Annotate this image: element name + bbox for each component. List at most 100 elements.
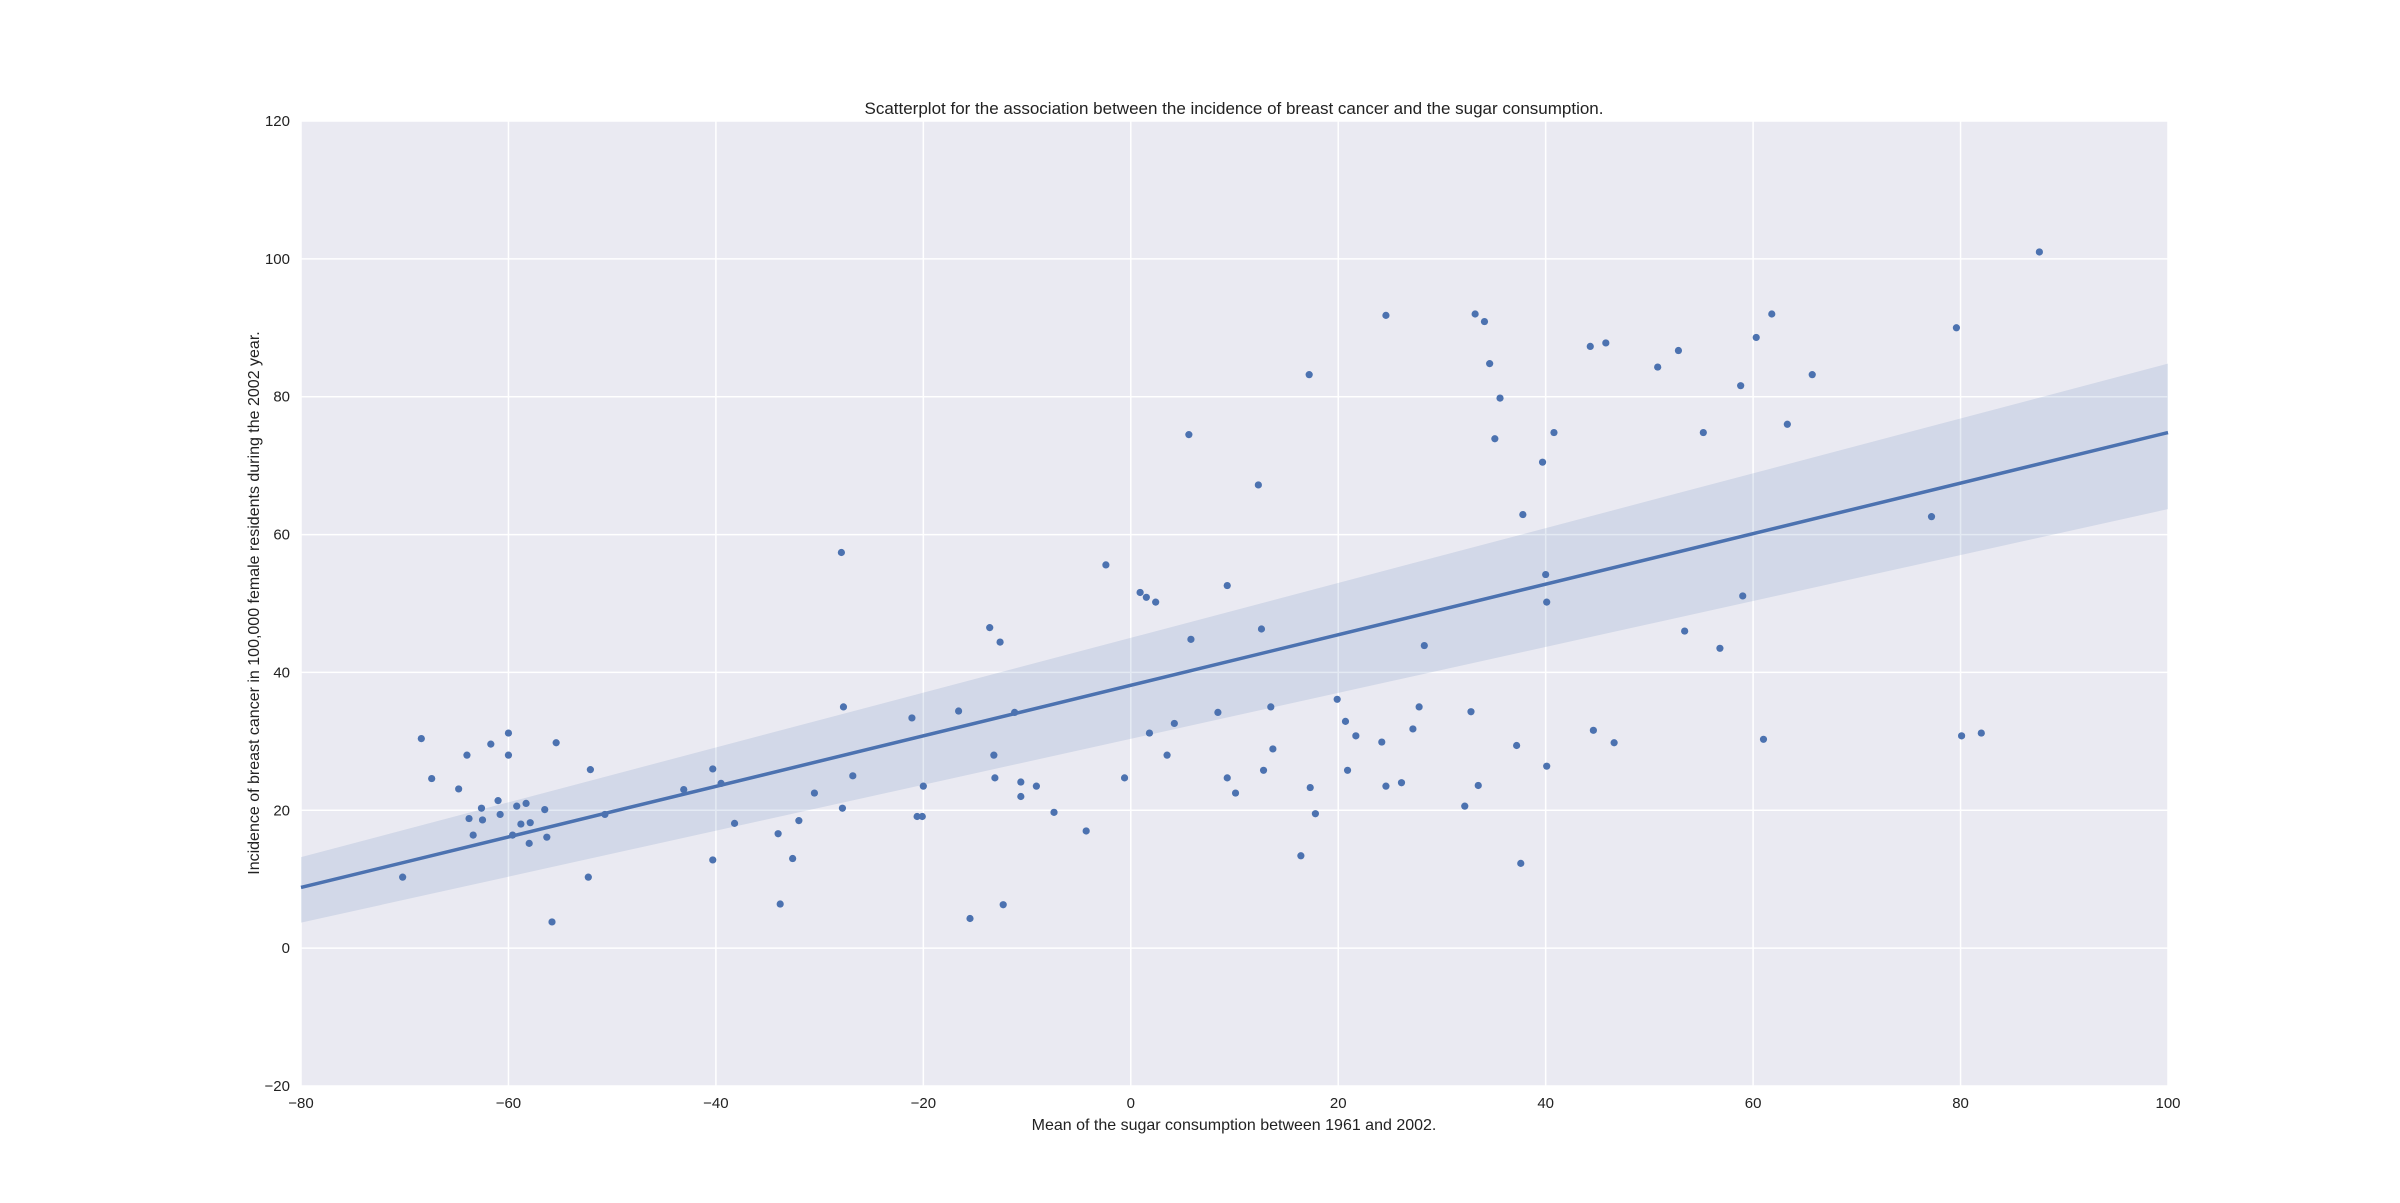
y-tick-label: −20 [265,1078,290,1095]
x-tick-labels: −80 −60 −40 −20 0 20 40 60 80 100 [288,1095,2180,1112]
data-point [1017,792,1025,801]
data-point [837,548,845,557]
data-point [1382,782,1390,790]
data-point [1486,360,1494,368]
data-point [1163,751,1171,759]
x-tick-label: −60 [496,1095,521,1112]
y-tick-label: 120 [265,113,290,130]
data-point [1306,783,1314,792]
data-point [504,751,513,759]
data-point [1152,598,1160,606]
data-point [1952,324,1961,332]
y-tick-label: 80 [273,389,290,406]
data-point [1542,570,1550,579]
data-point [954,707,963,715]
data-point [526,819,534,827]
data-point [586,766,594,774]
data-point [399,873,407,881]
data-point [1185,431,1193,439]
data-point [1017,778,1025,786]
data-point [1957,732,1966,740]
data-point [463,751,471,759]
data-point [494,797,502,805]
data-point [776,900,784,908]
y-tick-label: 40 [273,664,290,681]
confidence-band-group [301,363,2168,923]
data-point [1187,635,1195,643]
x-tick-label: 80 [1952,1095,1969,1112]
data-point [1496,394,1504,402]
data-point [999,901,1007,909]
data-point [991,774,999,782]
data-point [1589,726,1597,734]
data-point [986,624,994,632]
data-point [487,740,495,748]
data-point [730,819,739,827]
data-point [1474,781,1482,790]
data-point [522,799,530,807]
data-point [1145,729,1154,737]
data-point [541,805,549,814]
data-point [1461,802,1469,810]
data-point [496,810,504,819]
data-point [1305,371,1313,379]
data-point [1352,732,1360,740]
data-point [1223,581,1231,590]
data-point [996,638,1004,646]
data-point [1543,762,1551,770]
regression-line [300,430,2169,890]
data-point [1420,641,1428,650]
data-point [1214,708,1222,717]
data-point [465,814,473,823]
data-point [1808,371,1816,379]
y-axis-label: Incidence of breast cancer in 100,000 fe… [246,331,263,874]
data-point [1259,766,1268,774]
data-point [908,714,916,722]
data-point [1102,561,1110,569]
data-point [795,817,803,825]
data-point [709,765,717,773]
data-point [417,735,425,743]
data-point [504,729,513,737]
data-point [1674,346,1683,355]
data-point [1759,735,1768,743]
data-point [517,820,525,828]
data-point [1467,708,1475,716]
data-point [548,918,556,926]
data-point [838,804,847,812]
data-point [584,873,592,881]
x-tick-label: −20 [911,1095,936,1112]
data-point [1341,717,1350,725]
data-point [1752,333,1760,342]
data-points [399,248,2043,926]
data-point [1382,311,1390,319]
data-point [1977,729,1985,737]
data-point [849,772,857,780]
confidence-band [301,363,2168,923]
data-point [1050,808,1058,816]
data-point [1519,510,1527,519]
data-point [1610,739,1618,747]
data-point [1737,382,1745,390]
data-point [1297,852,1305,860]
x-tick-label: −40 [703,1095,728,1112]
data-point [1378,738,1386,746]
y-tick-label: 100 [265,251,290,268]
data-point [789,854,797,863]
data-point [1120,774,1129,782]
data-point [1311,810,1320,818]
data-point [455,785,463,793]
data-point [1231,789,1240,797]
data-point [1269,745,1277,753]
data-point [1136,588,1144,597]
data-point [1082,827,1090,835]
x-axis-label: Mean of the sugar consumption between 19… [1032,1117,1437,1134]
data-point [1333,695,1341,703]
data-point [966,914,974,923]
x-tick-label: 40 [1537,1095,1554,1112]
data-point [552,739,560,747]
chart-title: Scatterplot for the association between … [864,99,1603,118]
data-point [1257,625,1266,633]
data-point [1654,363,1662,371]
data-point [1480,317,1489,326]
